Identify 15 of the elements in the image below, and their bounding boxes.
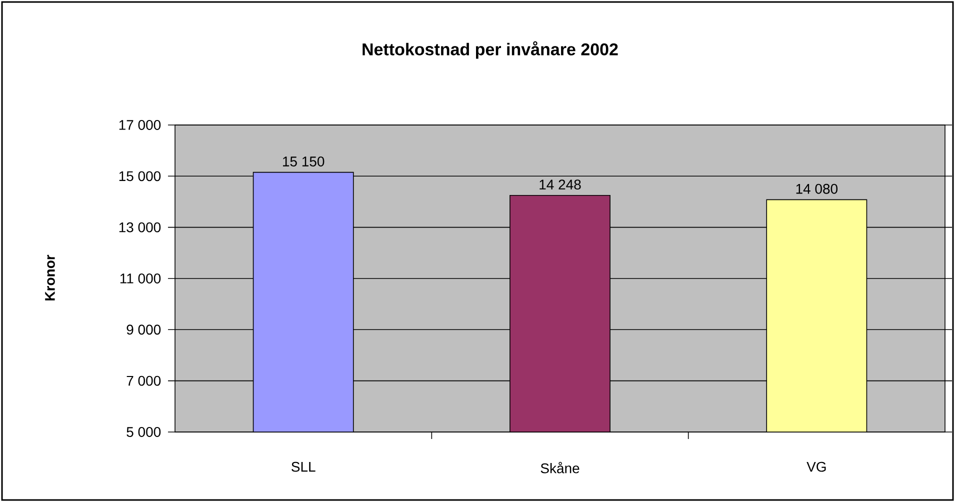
y-tick-label: 15 000 [119, 171, 161, 182]
y-tick-label: 7 000 [126, 376, 161, 386]
chart-title: Nettokostnad per invånare 2002 [362, 41, 618, 59]
y-tick-label: 11 000 [120, 274, 161, 284]
y-tick-label: 17 000 [119, 120, 161, 130]
y-tick-label: 13 000 [119, 222, 161, 232]
y-axis-title: Kronor [45, 254, 55, 300]
data-label: 15 150 [283, 156, 324, 166]
x-tick-label: VG [806, 462, 826, 472]
data-label: 14 080 [796, 184, 838, 194]
y-tick-label: 9 000 [126, 324, 161, 335]
x-tick-label: SLL [292, 462, 316, 472]
y-tick-label: 5 000 [126, 427, 161, 437]
data-label: 14 248 [540, 180, 581, 190]
x-tick-label: Skåne [540, 462, 580, 474]
